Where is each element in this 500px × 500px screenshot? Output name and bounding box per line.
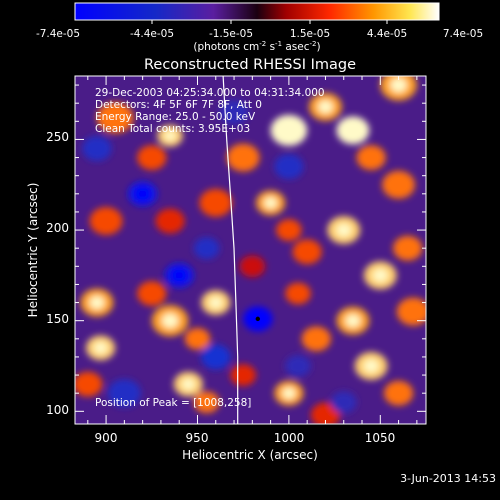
- y-tick-label: 200: [46, 221, 69, 235]
- heatmap-blob: [184, 327, 211, 350]
- heatmap-blob: [230, 364, 256, 386]
- heatmap-blob: [285, 355, 311, 377]
- colorbar-tick-label: -4.4e-05: [130, 28, 174, 40]
- heatmap-blob: [239, 255, 266, 278]
- heatmap-blob: [193, 237, 220, 260]
- heatmap-blob: [310, 402, 341, 424]
- y-tick-label: 250: [46, 130, 69, 144]
- heatmap-blob: [193, 391, 220, 414]
- heatmap-blob: [107, 379, 141, 408]
- heatmap-blob: [219, 99, 249, 125]
- heatmap-blob: [393, 235, 423, 261]
- heatmap-blob-core: [345, 314, 361, 328]
- heatmap-blob: [301, 326, 331, 352]
- heatmap-blob-core: [318, 100, 333, 114]
- heatmap-blob-core: [264, 197, 278, 209]
- colorbar-tick-label: -1.5e-05: [209, 28, 253, 40]
- y-axis-label: Heliocentric Y (arcsec): [26, 183, 40, 318]
- x-axis-label: Heliocentric X (arcsec): [182, 448, 318, 462]
- y-tick-label: 100: [46, 403, 69, 417]
- heatmap-blob-core: [164, 130, 176, 141]
- heatmap-blob: [82, 136, 112, 161]
- heatmap-blob-core: [181, 378, 195, 390]
- colorbar: [74, 2, 440, 21]
- heatmap-blob: [383, 380, 414, 406]
- annotation-detectors: Detectors: 4F 5F 6F 7F 8F, Att 0: [95, 99, 262, 111]
- heatmap-blob-core: [390, 77, 407, 93]
- marker-dot: [255, 316, 261, 322]
- heatmap-blob: [382, 170, 416, 199]
- heatmap-blob: [285, 282, 311, 305]
- heatmap-blob: [226, 143, 260, 172]
- heatmap-blob: [274, 154, 304, 180]
- annotation-time: 29-Dec-2003 04:25:34.000 to 04:31:34.000: [95, 87, 325, 99]
- heatmap-blob: [89, 207, 123, 235]
- heatmap-blob-core: [336, 223, 352, 237]
- heatmap-blob: [155, 208, 185, 234]
- heatmap-blob-core: [172, 269, 186, 282]
- heatmap-blob-core: [280, 123, 298, 138]
- heatmap-blob-core: [136, 187, 150, 200]
- heatmap-blob-core: [94, 342, 108, 354]
- axis-ticks: [75, 76, 426, 424]
- annotation-energy: Energy Range: 25.0 - 50.0 keV: [95, 111, 256, 123]
- plot-frame: [74, 75, 427, 425]
- heatmap-blob-core: [372, 268, 388, 282]
- colorbar-ticks: [151, 20, 388, 24]
- heatmap-blob: [330, 391, 357, 414]
- solar-limb-line: [222, 76, 239, 424]
- x-tick-label: 950: [186, 431, 209, 445]
- colorbar-unit: (photons cm-2 s-1 asec-2): [193, 40, 320, 53]
- heatmap-blob-core: [209, 296, 223, 309]
- heatmap-blob-core: [345, 123, 361, 137]
- colorbar-tick-label: 1.5e-05: [290, 28, 330, 40]
- heatmap-blob-core: [363, 359, 379, 373]
- heatmap-blob: [396, 297, 426, 326]
- heatmap-blob-core: [282, 387, 296, 400]
- colorbar-tick-label: 7.4e-05: [443, 28, 483, 40]
- peak-position-label: Position of Peak = [1008,258]: [95, 397, 251, 409]
- heatmap-blob: [199, 188, 233, 217]
- annotation-clean: Clean Total counts: 3.95E+03: [95, 123, 250, 135]
- colorbar-tick-label: -7.4e-05: [36, 28, 80, 40]
- heatmap-blob: [356, 145, 386, 170]
- heatmap-blob: [137, 145, 167, 170]
- heatmap-blob: [276, 219, 302, 241]
- footer-date: 3-Jun-2013 14:53: [400, 472, 496, 485]
- heatmap-blob: [292, 239, 322, 265]
- heatmap-image: [75, 76, 426, 424]
- heatmap-blob-core: [89, 295, 105, 310]
- heatmap-blob: [96, 102, 134, 134]
- heatmap-blob: [75, 371, 103, 397]
- heatmap-blob: [137, 281, 167, 306]
- colorbar-tick-label: 4.4e-05: [367, 28, 407, 40]
- x-tick-label: 900: [95, 431, 118, 445]
- heatmap-blob-core: [161, 313, 179, 328]
- y-tick-label: 150: [46, 312, 69, 326]
- heatmap-blob: [201, 344, 231, 370]
- peak-marker: [255, 316, 261, 322]
- x-tick-label: 1000: [274, 431, 305, 445]
- chart-title: Reconstructed RHESSI Image: [144, 57, 356, 73]
- x-tick-label: 1050: [365, 431, 396, 445]
